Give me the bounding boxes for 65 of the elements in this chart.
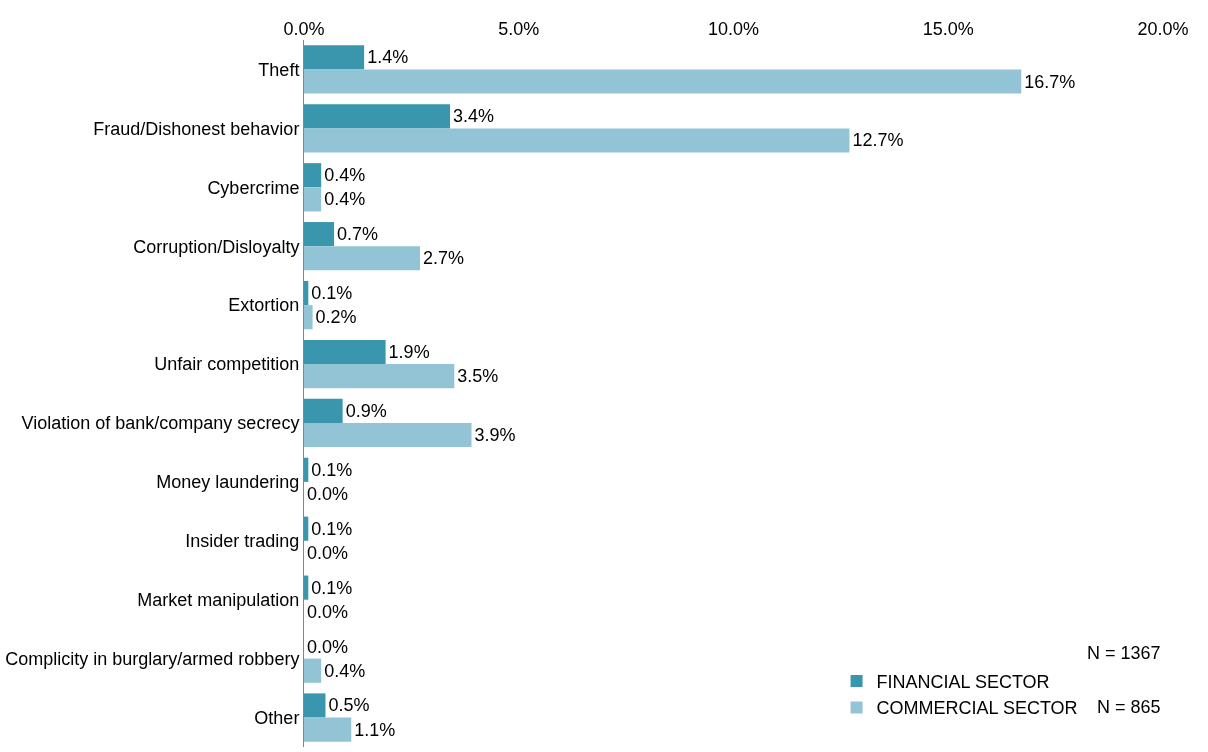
bar: [304, 422, 472, 448]
bar: [304, 246, 420, 271]
bar: [304, 575, 309, 600]
bar: [304, 187, 322, 212]
data-label: 0.0%: [307, 483, 349, 504]
bar: [304, 516, 309, 541]
data-label: 0.7%: [337, 224, 379, 245]
data-label: 0.4%: [324, 165, 366, 186]
bar: [304, 69, 1022, 94]
y-tick-label: Market manipulation: [137, 590, 300, 611]
annotation: N = 865: [1097, 697, 1161, 717]
data-label: 1.9%: [388, 341, 430, 362]
bar: [304, 658, 322, 683]
bar: [304, 305, 313, 330]
bar: [304, 128, 850, 153]
x-tick-label: 10.0%: [707, 19, 760, 40]
annotation: N = 1367: [1087, 643, 1161, 663]
bar: [304, 104, 451, 129]
data-label: 0.1%: [311, 518, 353, 539]
y-tick-label: Extortion: [228, 295, 300, 316]
data-label: 3.5%: [457, 366, 499, 387]
bar: [304, 693, 326, 718]
data-label: 0.0%: [307, 542, 349, 563]
data-label: 0.9%: [345, 400, 387, 421]
bar: [304, 280, 309, 306]
x-tick-label: 5.0%: [498, 19, 540, 40]
data-label: 0.2%: [315, 307, 357, 328]
x-tick-label: 20.0%: [1137, 19, 1189, 40]
y-tick-label: Unfair competition: [154, 354, 300, 375]
data-label: 3.9%: [474, 425, 516, 446]
y-tick-label: Violation of bank/company secrecy: [21, 413, 300, 434]
bar: [304, 398, 343, 423]
data-label: 16.7%: [1024, 71, 1076, 92]
bar: [304, 163, 322, 188]
legend-label: COMMERCIAL SECTOR: [876, 698, 1078, 719]
data-label: 0.1%: [311, 459, 353, 480]
data-label: 1.4%: [367, 47, 409, 68]
data-label: 0.0%: [307, 636, 349, 657]
y-tick-label: Cybercrime: [207, 177, 300, 198]
data-label: 1.1%: [354, 719, 396, 740]
data-label: 0.4%: [324, 189, 366, 210]
y-tick-label: Theft: [258, 59, 300, 80]
data-label: 0.0%: [307, 601, 349, 622]
y-tick-label: Money laundering: [156, 472, 300, 493]
data-label: 3.4%: [453, 106, 495, 127]
y-tick-label: Insider trading: [185, 531, 300, 552]
data-label: 2.7%: [422, 248, 464, 269]
bar: [304, 717, 352, 742]
bar: [304, 364, 455, 389]
bar: [304, 222, 335, 247]
data-label: 0.1%: [311, 283, 353, 304]
y-tick-label: Corruption/Disloyalty: [133, 236, 300, 257]
y-tick-label: Fraud/Dishonest behavior: [93, 118, 300, 139]
bar: [304, 457, 309, 482]
data-label: 0.4%: [324, 660, 366, 681]
y-tick-label: Other: [254, 707, 300, 728]
bar: [304, 339, 386, 365]
data-label: 12.7%: [852, 130, 904, 151]
x-tick-label: 0.0%: [283, 19, 325, 40]
x-tick-label: 15.0%: [922, 19, 974, 40]
bar: [304, 45, 365, 70]
legend-label: FINANCIAL SECTOR: [876, 672, 1050, 693]
data-label: 0.5%: [328, 695, 370, 716]
y-tick-label: Complicity in burglary/armed robbery: [5, 648, 300, 669]
data-label: 0.1%: [311, 577, 353, 598]
